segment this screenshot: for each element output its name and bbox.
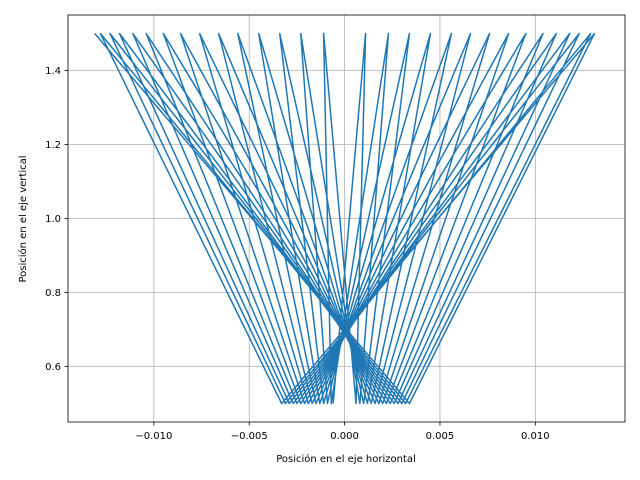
y-tick-label: 1.0 (45, 214, 61, 225)
x-tick-label: 0.010 (521, 431, 550, 442)
grid (68, 15, 625, 422)
x-axis-label: Posición en el eje horizontal (276, 453, 416, 465)
x-axis-ticks: −0.010 −0.005 0.000 0.005 0.010 (135, 422, 550, 442)
trajectory-line (94, 32, 596, 405)
y-tick-label: 1.4 (45, 66, 61, 77)
series-group (94, 32, 596, 405)
y-tick-label: 0.8 (45, 288, 61, 299)
y-tick-label: 1.2 (45, 140, 61, 151)
y-tick-label: 0.6 (45, 362, 61, 373)
x-tick-label: −0.010 (135, 431, 172, 442)
x-tick-label: 0.005 (426, 431, 455, 442)
y-axis-ticks: 0.6 0.8 1.0 1.2 1.4 (45, 66, 68, 373)
x-tick-label: 0.000 (330, 431, 359, 442)
x-tick-label: −0.005 (231, 431, 268, 442)
y-axis-label: Posición en el eje vertical (17, 155, 29, 282)
